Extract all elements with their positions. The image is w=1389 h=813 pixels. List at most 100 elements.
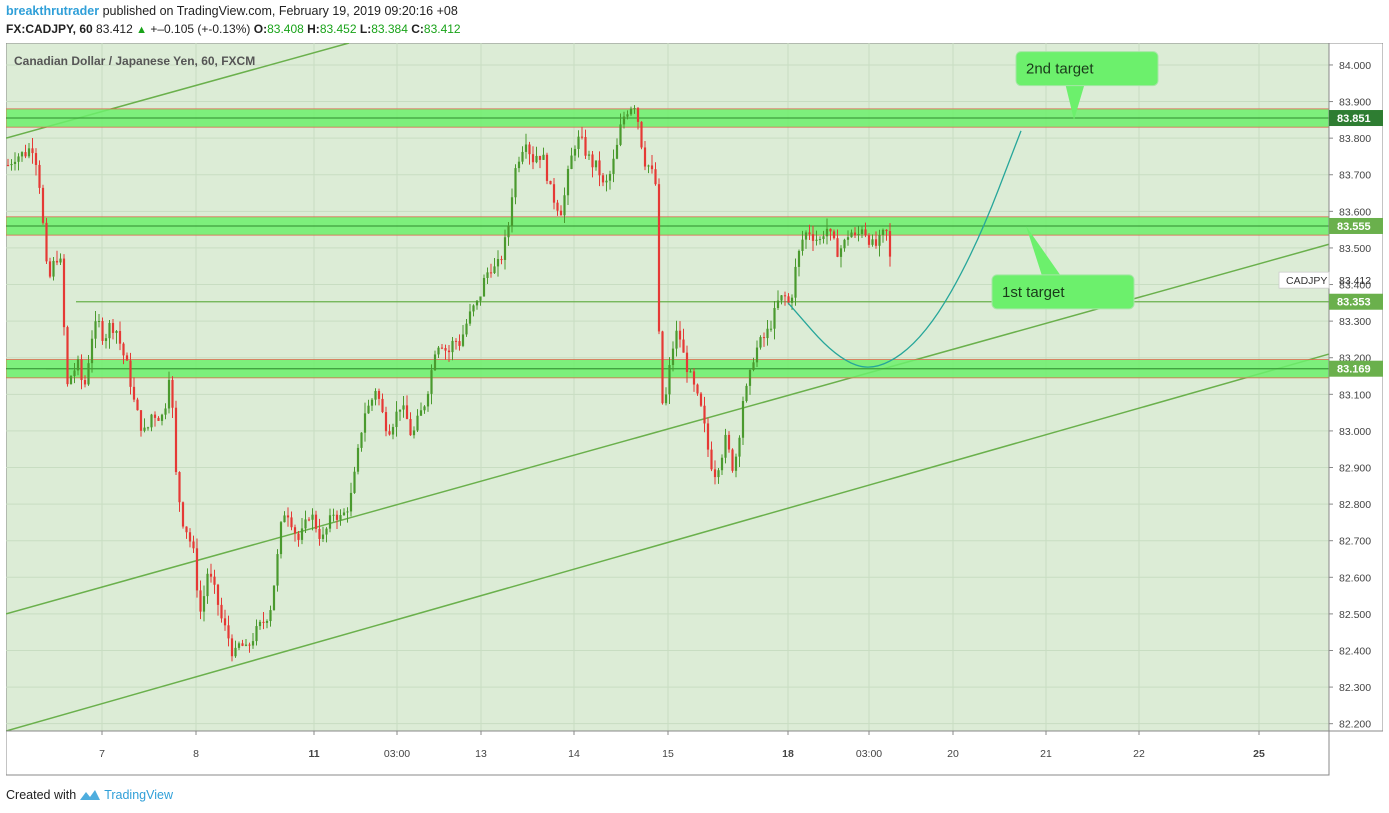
close-value: 83.412 — [423, 22, 461, 36]
candle-body — [20, 152, 24, 157]
price-tick-label: 83.300 — [1339, 316, 1371, 328]
time-tick-label: 18 — [782, 748, 794, 760]
price-tick-label: 83.100 — [1339, 389, 1371, 401]
time-tick-label: 22 — [1133, 748, 1145, 760]
candle-body — [577, 136, 580, 149]
time-tick-label: 8 — [193, 748, 199, 760]
candle-body — [454, 340, 458, 342]
candle-body — [710, 449, 713, 470]
candle-body — [531, 154, 535, 163]
candle-body — [713, 469, 717, 478]
candle-body — [363, 413, 367, 433]
price-level-tag — [1329, 360, 1383, 377]
candle-body — [563, 195, 566, 216]
candle-body — [437, 347, 440, 355]
candle-body — [500, 259, 503, 261]
tradingview-link[interactable]: TradingView — [104, 788, 173, 802]
time-tick-label: 20 — [947, 748, 959, 760]
candle-body — [587, 154, 591, 156]
candle-body — [475, 300, 479, 306]
candle-body — [419, 410, 423, 416]
close-label: C: — [411, 22, 424, 36]
candle-body — [111, 322, 115, 333]
candle-body — [825, 228, 829, 237]
candle-body — [416, 415, 419, 431]
candle-body — [122, 343, 125, 356]
candle-body — [55, 260, 59, 263]
support-resistance-zones — [6, 108, 1330, 379]
candle-body — [874, 239, 878, 246]
candle-body — [853, 232, 857, 236]
high-value: 83.452 — [319, 22, 357, 36]
candle-body — [801, 239, 804, 251]
candle-body — [283, 515, 286, 523]
candle-body — [507, 226, 510, 238]
candle-body — [864, 229, 867, 236]
candle-body — [332, 514, 335, 516]
callout-text: 1st target — [1002, 284, 1065, 301]
candle-body — [808, 232, 811, 235]
candle-body — [486, 272, 489, 278]
candle-body — [52, 260, 55, 277]
callout-pointer — [1026, 225, 1061, 275]
candle-body — [171, 379, 174, 408]
candle-body — [297, 533, 300, 540]
price-tick-label: 82.900 — [1339, 463, 1371, 475]
chart-title: Canadian Dollar / Japanese Yen, 60, FXCM — [14, 54, 255, 68]
change-value: +–0.105 (+-0.13%) — [150, 22, 251, 36]
candle-body — [542, 154, 545, 160]
open-value: 83.408 — [267, 22, 304, 36]
tradingview-logo-icon — [80, 790, 101, 800]
candle-body — [69, 376, 73, 385]
candle-body — [731, 449, 734, 471]
author-link[interactable]: breakthrutrader — [6, 4, 100, 18]
candle-body — [241, 643, 244, 646]
candle-body — [237, 643, 241, 648]
candle-body — [640, 121, 643, 148]
candle-body — [538, 155, 542, 160]
candle-body — [811, 234, 815, 241]
candle-body — [787, 296, 790, 303]
time-tick-label: 14 — [568, 748, 580, 760]
price-tick-label: 82.300 — [1339, 682, 1371, 694]
footer: Created with TradingView — [6, 788, 173, 802]
candle-body — [192, 541, 195, 549]
candle-body — [720, 457, 724, 471]
candle-body — [101, 321, 104, 341]
candle-body — [654, 169, 657, 185]
candle-body — [783, 295, 787, 297]
candle-body — [447, 350, 451, 353]
price-chart[interactable]: 2nd target 1st target 84.00083.90083.8008… — [6, 43, 1383, 777]
candle-body — [706, 423, 710, 450]
candle-body — [836, 238, 839, 257]
candle-body — [104, 338, 108, 341]
time-axis[interactable]: 7 8 11 03:00 13 14 15 18 03:00 20 21 22 25 — [6, 730, 1330, 776]
candle-body — [381, 398, 384, 413]
candle-body — [412, 430, 416, 436]
candle-body — [132, 386, 136, 400]
candle-body — [822, 236, 825, 240]
candle-body — [342, 512, 346, 516]
candle-body — [66, 327, 69, 385]
candle-body — [433, 354, 437, 371]
price-axis[interactable]: 84.000 83.900 83.800 83.700 83.600 83.500 83.4… — [1278, 43, 1383, 732]
candle-body — [514, 168, 517, 198]
candle-body — [598, 160, 601, 176]
candle-body — [556, 202, 559, 211]
candle-body — [269, 610, 272, 622]
candle-body — [682, 339, 685, 353]
price-tick-label: 82.500 — [1339, 609, 1371, 621]
candlesticks — [6, 105, 892, 662]
price-tick-label: 82.200 — [1339, 719, 1371, 731]
callout-text: 2nd target — [1026, 61, 1094, 78]
candle-body — [255, 626, 258, 642]
candle-body — [745, 385, 748, 402]
candle-body — [622, 116, 626, 125]
candle-body — [314, 514, 318, 529]
candle-body — [90, 338, 94, 364]
price-tick-label: 83.500 — [1339, 243, 1371, 255]
candle-body — [80, 359, 83, 381]
price-level-text: 83.169 — [1337, 364, 1371, 376]
candle-body — [209, 573, 213, 577]
candle-body — [657, 184, 661, 332]
